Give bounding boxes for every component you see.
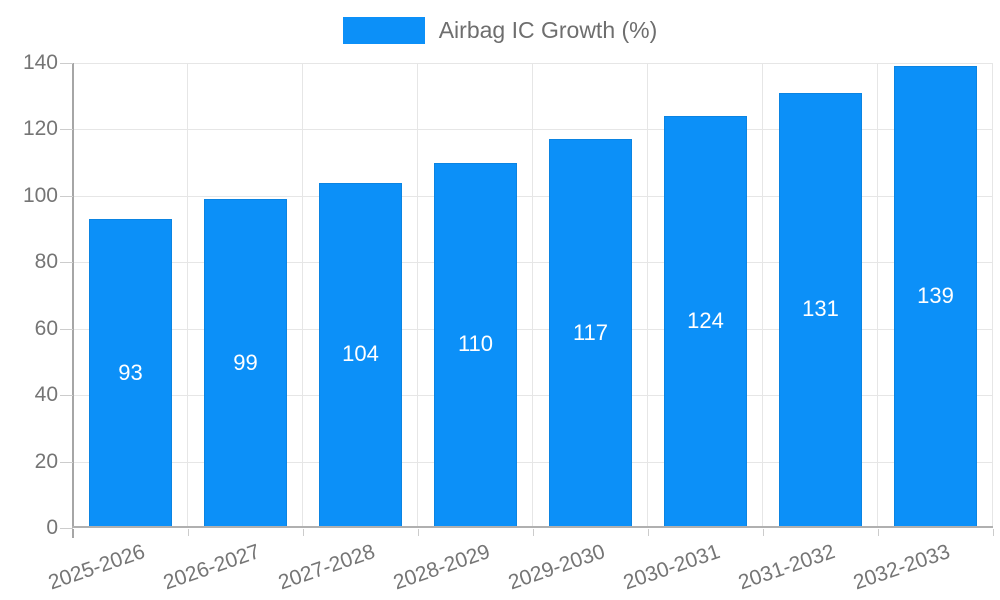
plot-area: 93 99 104 110 117 124 131 139: [72, 63, 993, 528]
y-axis-tick-label: 60: [34, 316, 58, 340]
x-axis-category-label: 2028-2029: [390, 540, 493, 595]
y-axis-tick-label: 0: [46, 516, 58, 539]
bar-value-label: 93: [118, 359, 143, 385]
y-axis-tick-mark: [60, 395, 73, 397]
bar-value-label: 139: [917, 283, 954, 309]
gridline-vertical: [187, 63, 188, 528]
y-axis-tick-label: 40: [34, 383, 58, 407]
y-axis-tick-mark: [60, 63, 73, 64]
x-axis-tick-mark: [763, 529, 764, 536]
gridline-horizontal: [73, 395, 993, 397]
bar-value-label: 131: [802, 296, 839, 322]
bar: 99: [204, 199, 287, 528]
x-axis-tick-mark: [418, 529, 419, 536]
bar-value-label: 110: [457, 331, 494, 357]
gridline-vertical: [992, 63, 993, 528]
bar: 117: [549, 139, 632, 528]
gridline-horizontal: [73, 63, 993, 64]
x-axis-tick-mark: [993, 529, 994, 536]
x-axis-category-label: 2032-2033: [850, 540, 953, 595]
gridline-horizontal: [73, 262, 993, 264]
x-axis-category-label: 2030-2031: [620, 540, 723, 595]
x-axis-category-label: 2031-2032: [735, 540, 838, 595]
y-axis-tick-label: 20: [34, 449, 58, 473]
legend-label: Airbag IC Growth (%): [438, 16, 658, 43]
bar: 139: [894, 66, 977, 528]
bar: 93: [89, 219, 172, 528]
gridline-vertical: [762, 63, 763, 528]
bar: 131: [779, 92, 862, 528]
legend: Airbag IC Growth (%): [0, 14, 1000, 46]
gridline-horizontal: [73, 195, 993, 197]
y-axis-tick-label: 140: [22, 51, 58, 74]
y-axis-tick-mark: [60, 195, 73, 197]
bar-value-label: 104: [342, 341, 379, 367]
y-axis-tick-mark: [60, 262, 73, 264]
gridline-vertical: [532, 63, 533, 528]
y-axis-tick-label: 100: [22, 183, 58, 207]
y-axis-tick-label: 120: [22, 117, 58, 141]
gridline-vertical: [647, 63, 648, 528]
y-axis-tick-mark: [60, 461, 73, 463]
x-axis-category-label: 2027-2028: [275, 540, 378, 595]
y-axis-tick-mark: [60, 129, 73, 131]
bar-value-label: 117: [572, 319, 609, 345]
x-axis-line: [72, 526, 993, 528]
x-axis-tick-mark: [188, 529, 189, 536]
x-axis-category-label: 2029-2030: [505, 540, 608, 595]
gridline-horizontal: [73, 461, 993, 463]
bar: 124: [664, 116, 747, 528]
x-axis-category-label: 2025-2026: [45, 540, 148, 595]
gridline-vertical: [417, 63, 418, 528]
x-axis-tick-mark: [72, 529, 74, 538]
gridline-vertical: [877, 63, 878, 528]
legend-swatch: [342, 16, 425, 44]
y-axis-tick-mark: [60, 328, 73, 330]
x-axis-tick-mark: [303, 529, 304, 536]
x-axis-tick-mark: [648, 529, 649, 536]
y-axis-tick-label: 80: [34, 250, 58, 274]
x-axis-category-label: 2026-2027: [160, 540, 263, 595]
bar-value-label: 124: [687, 308, 724, 334]
x-axis-tick-mark: [878, 529, 879, 536]
bar: 110: [434, 162, 517, 528]
x-axis-tick-mark: [533, 529, 534, 536]
y-axis-line: [72, 63, 74, 528]
bar: 104: [319, 182, 402, 528]
gridline-horizontal: [73, 328, 993, 330]
gridline-horizontal: [73, 129, 993, 131]
gridline-vertical: [302, 63, 303, 528]
bar-value-label: 99: [233, 349, 258, 375]
y-axis-tick-mark: [60, 528, 73, 529]
